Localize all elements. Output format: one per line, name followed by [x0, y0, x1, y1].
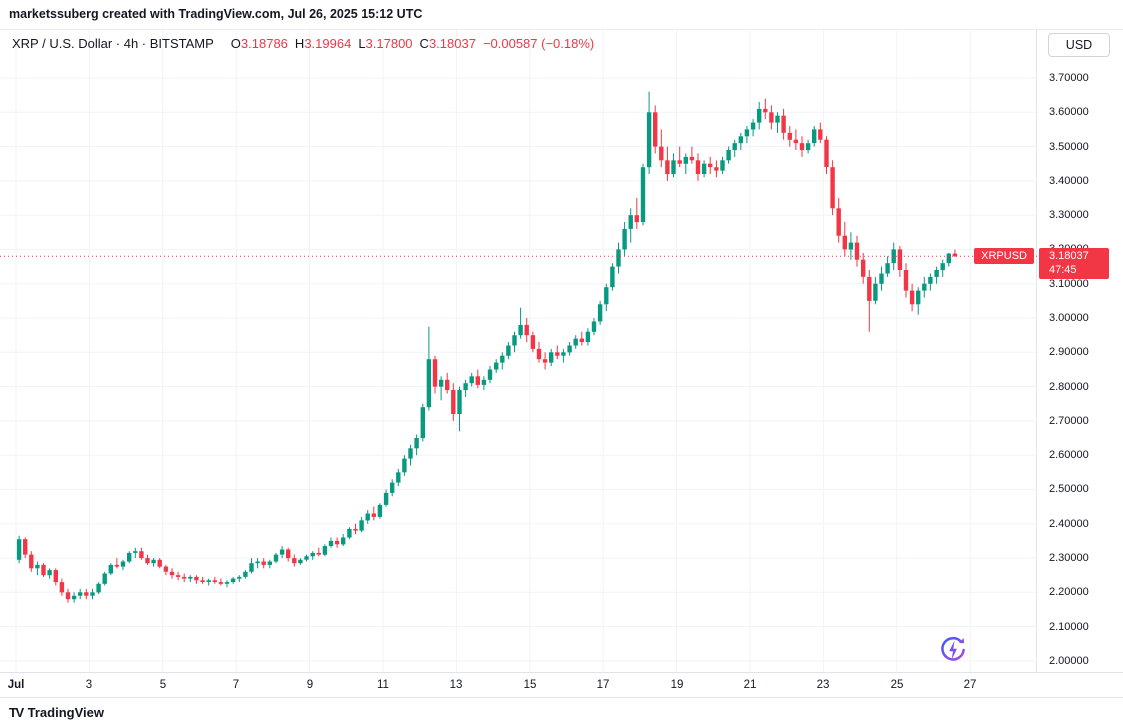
ai-sparkle-icon[interactable] [938, 635, 968, 665]
ohlc-low-value: 3.17800 [365, 36, 413, 51]
time-axis-label: 21 [743, 679, 757, 691]
time-axis-label: 27 [963, 679, 977, 691]
time-axis-label: 19 [670, 679, 684, 691]
ohlc-low-label: L [358, 36, 366, 51]
footer-bar: TV TradingView [0, 697, 1123, 727]
ohlc-high-label: H [294, 36, 305, 51]
tradingview-logo-text[interactable]: TradingView [27, 705, 104, 720]
price-axis-label: 3.40000 [1049, 175, 1089, 187]
ohlc-high-value: 3.19964 [304, 36, 352, 51]
chart-pane[interactable]: XRP / U.S. Dollar · 4h · BITSTAMP O3.1878… [0, 30, 1037, 672]
ohlc-open-label: O [230, 36, 241, 51]
time-axis-label: 3 [85, 679, 93, 691]
price-change: −0.00587 (−0.18%) [482, 36, 595, 51]
chart-legend: XRP / U.S. Dollar · 4h · BITSTAMP O3.1878… [12, 36, 594, 51]
symbol-title[interactable]: XRP / U.S. Dollar · 4h · BITSTAMP [12, 36, 214, 51]
price-axis-label: 3.70000 [1049, 72, 1089, 84]
last-price-symbol-text: XRPUSD [981, 250, 1027, 262]
time-axis-label: 7 [232, 679, 240, 691]
last-price-value: 3.18037 [1049, 250, 1089, 262]
currency-toggle-button[interactable]: USD [1048, 33, 1110, 57]
time-axis-label: 17 [596, 679, 610, 691]
price-axis-label: 2.20000 [1049, 586, 1089, 598]
last-price-symbol-label: XRPUSD [974, 248, 1034, 264]
price-axis[interactable]: USD 3.18037 47:45 3.70000 3.60000 3.50000 3… [1037, 30, 1123, 672]
price-axis-label: 2.90000 [1049, 346, 1089, 358]
ohlc-close-value: 3.18037 [428, 36, 476, 51]
price-axis-label: 2.30000 [1049, 552, 1089, 564]
time-axis-label: 25 [890, 679, 904, 691]
time-axis-label: 5 [159, 679, 167, 691]
time-axis-label: 11 [377, 679, 389, 691]
attribution-bar: marketssuberg created with TradingView.c… [0, 0, 1123, 30]
ohlc-open-value: 3.18786 [240, 36, 288, 51]
bar-countdown: 47:45 [1049, 264, 1077, 276]
last-price-badge: 3.18037 47:45 [1039, 248, 1109, 279]
time-axis-label: 23 [816, 679, 830, 691]
candlestick-chart[interactable] [0, 30, 1037, 672]
price-axis-label: 3.50000 [1049, 141, 1089, 153]
price-axis-label: 3.10000 [1049, 278, 1089, 290]
time-axis-label: 15 [523, 679, 537, 691]
price-axis-label: 2.00000 [1049, 655, 1089, 667]
price-axis-label: 3.60000 [1049, 106, 1089, 118]
price-axis-label: 2.40000 [1049, 518, 1089, 530]
price-axis-label: 3.00000 [1049, 312, 1089, 324]
attribution-text: marketssuberg created with TradingView.c… [9, 7, 423, 21]
price-axis-label: 3.30000 [1049, 209, 1089, 221]
tradingview-logo-icon[interactable]: TV [9, 705, 24, 720]
price-axis-label: 2.60000 [1049, 449, 1089, 461]
time-axis[interactable]: Jul 3 5 7 9 11 13 15 17 19 21 23 25 27 [0, 672, 1123, 697]
time-axis-label: 13 [449, 679, 463, 691]
ohlc-close-label: C [419, 36, 429, 51]
price-axis-label: 2.70000 [1049, 415, 1089, 427]
price-axis-label: 2.80000 [1049, 381, 1089, 393]
time-axis-label: Jul [7, 679, 25, 691]
time-axis-label: 9 [306, 679, 314, 691]
price-axis-label: 2.10000 [1049, 621, 1089, 633]
price-axis-label: 2.50000 [1049, 483, 1089, 495]
